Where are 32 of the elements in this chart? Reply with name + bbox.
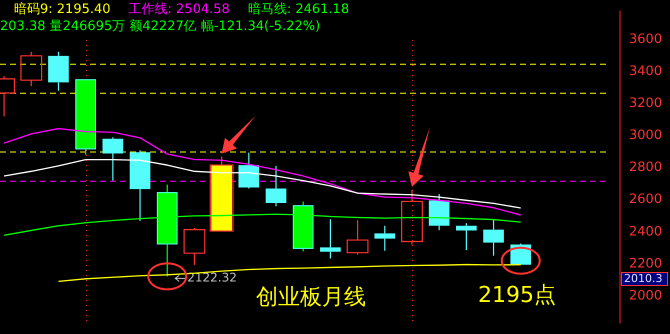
candlestick	[374, 225, 396, 252]
annotation: 2122.32	[187, 270, 237, 284]
candlestick	[483, 218, 504, 256]
y-tick-label: 3000	[629, 128, 662, 144]
y-tick-label: 3200	[629, 96, 662, 112]
y-tick-label: 3400	[629, 64, 662, 80]
y-tick-label: 2400	[629, 224, 662, 240]
text: 暗码9: 2195.40	[14, 2, 111, 17]
y-tick-label: 2800	[629, 160, 662, 176]
candlestick	[346, 220, 369, 256]
candlestick	[20, 51, 42, 87]
candlestick	[130, 150, 150, 222]
candlestick	[102, 136, 124, 182]
candlestick	[238, 152, 260, 190]
candlestick	[320, 218, 341, 259]
annotation: 创业板月线	[256, 284, 366, 312]
candlestick	[183, 227, 206, 266]
candlestick	[266, 165, 286, 207]
candlestick	[428, 193, 450, 231]
y-tick-label: 2000	[629, 288, 662, 304]
y-tick-label: 3600	[629, 32, 662, 48]
annotation: 203.38 量246695万 额42227亿 幅-121.34(-5.22%)	[0, 18, 320, 35]
text: 2010.3	[621, 272, 668, 286]
y-tick-label: 2600	[629, 192, 662, 208]
text: 暗马线: 2461.18	[248, 2, 350, 17]
candlestick	[75, 79, 96, 156]
candlestick	[401, 189, 423, 246]
candlestick	[48, 51, 69, 92]
annotation: 2195点	[478, 282, 556, 310]
y-tick-label: 2200	[629, 256, 662, 272]
candlestick	[456, 222, 477, 251]
text: 工作线: 2504.58	[128, 2, 230, 17]
